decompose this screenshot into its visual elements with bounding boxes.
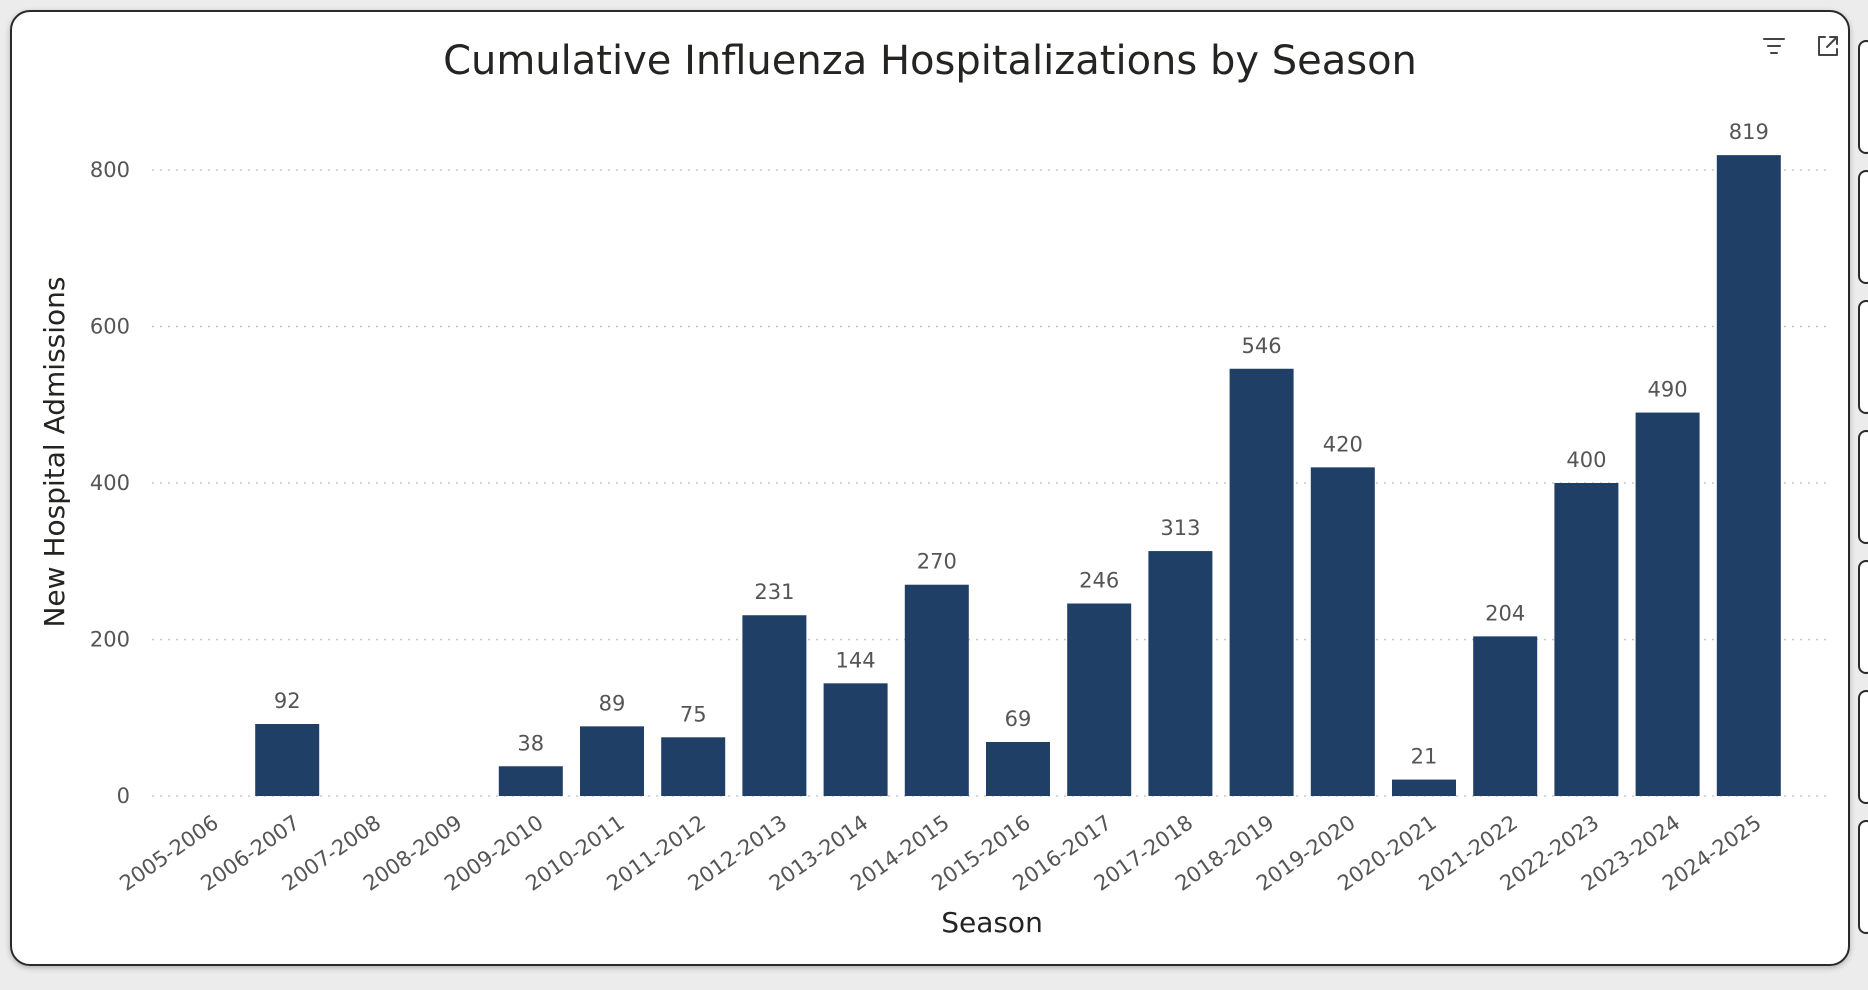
bars: 92 38 89 75 231 144 270 69 246 313 546 420 21 204 400 4… [255,120,1781,796]
bar[interactable] [1392,779,1456,796]
edge-tab [1858,170,1868,284]
data-label: 69 [1005,707,1032,731]
bar[interactable] [580,726,644,796]
edge-tab [1858,560,1868,674]
y-tick-label: 800 [90,158,130,182]
data-label: 231 [754,580,794,604]
data-label: 21 [1411,745,1438,769]
edge-tab [1858,300,1868,414]
focus-mode-icon[interactable] [1814,32,1842,60]
edge-tab [1858,40,1868,154]
filter-icon[interactable] [1760,32,1788,60]
window-edge [1856,0,1868,990]
visual-header [1760,32,1842,60]
bar[interactable] [498,766,563,796]
data-label: 270 [917,550,957,574]
data-label: 144 [836,648,876,672]
chart-title: Cumulative Influenza Hospitalizations by… [443,38,1417,84]
y-tick-label: 0 [117,784,130,808]
edge-tab [1858,430,1868,544]
bar[interactable] [823,683,888,796]
data-label: 819 [1729,120,1769,144]
bar[interactable] [986,742,1050,796]
data-label: 546 [1242,334,1282,358]
data-label: 38 [517,731,544,755]
data-label: 420 [1323,432,1363,456]
bar[interactable] [255,724,320,796]
bar[interactable] [661,737,726,796]
chart-card: Cumulative Influenza Hospitalizations by… [10,10,1850,966]
x-axis-ticks: 2005-20062006-20072007-20082008-20092009… [115,810,1765,895]
y-tick-label: 600 [90,315,130,339]
y-tick-label: 400 [90,471,130,495]
bar[interactable] [1148,551,1213,796]
y-axis-label: New Hospital Admissions [38,276,71,627]
edge-tab [1858,690,1868,804]
y-axis-ticks: 0 200 400 600 800 [90,158,130,808]
data-label: 400 [1566,448,1606,472]
data-label: 92 [274,689,301,713]
bar[interactable] [742,615,807,796]
bar[interactable] [1067,603,1132,796]
y-tick-label: 200 [90,628,130,652]
bar[interactable] [904,584,969,796]
bar[interactable] [1635,412,1700,796]
bar-chart: 0 200 400 600 800 92 38 89 75 231 144 270 69 246 313 5… [38,120,1827,939]
data-label: 75 [680,702,707,726]
x-axis-label: Season [941,906,1043,939]
data-label: 313 [1160,516,1200,540]
data-label: 204 [1485,601,1525,625]
bar[interactable] [1716,155,1781,796]
bar[interactable] [1310,467,1375,796]
data-label: 246 [1079,569,1119,593]
bar[interactable] [1473,636,1538,796]
bar[interactable] [1554,483,1619,796]
bar[interactable] [1229,368,1294,796]
data-label: 89 [599,691,626,715]
data-label: 490 [1648,378,1688,402]
edge-tab [1858,820,1868,934]
